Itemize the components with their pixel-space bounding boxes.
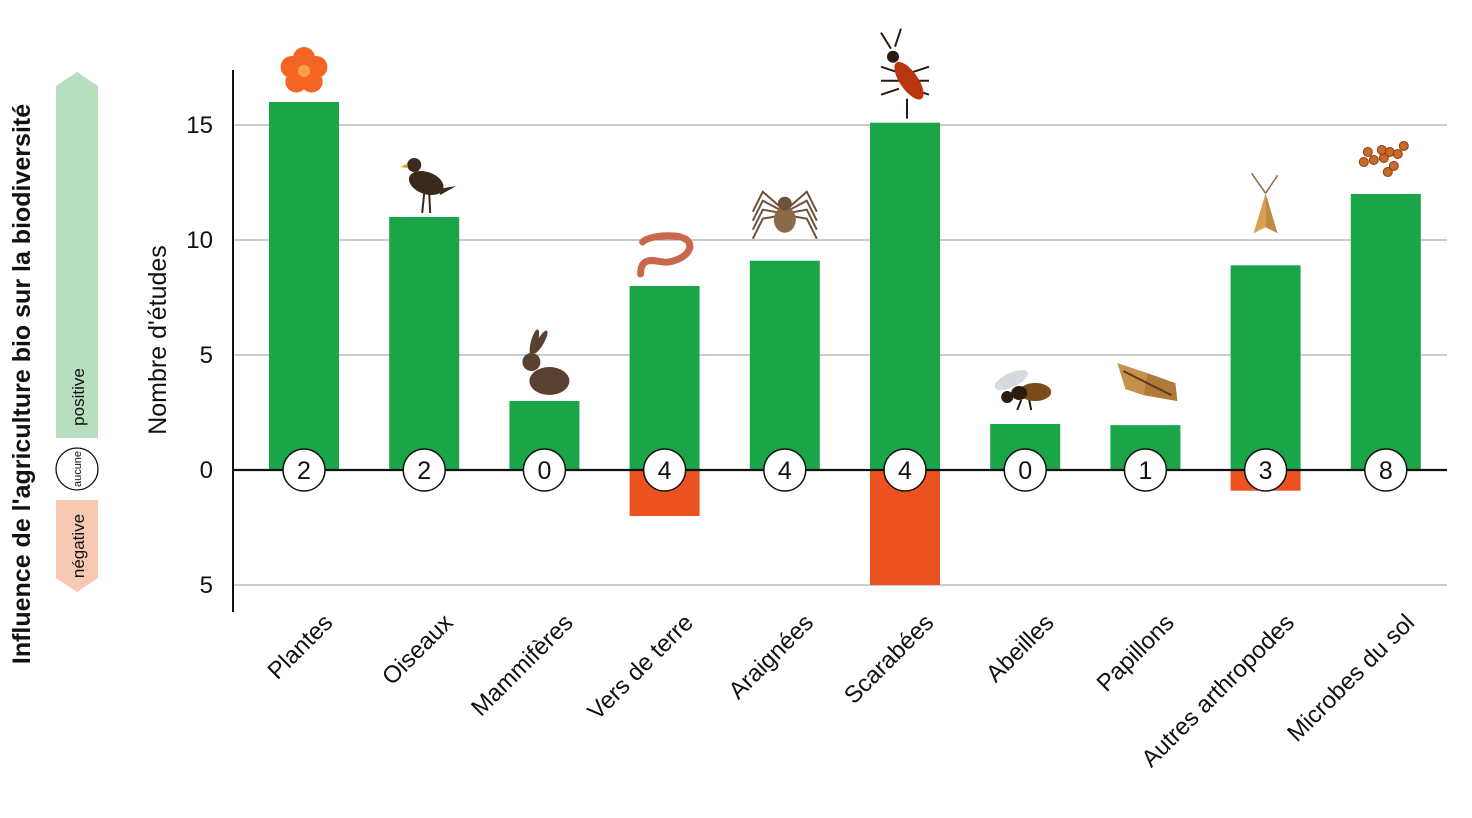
- aucune-badge-value: 0: [1018, 457, 1032, 485]
- aucune-badge-value: 4: [898, 457, 912, 485]
- x-tick-label: Vers de terre: [583, 609, 699, 725]
- bars: [269, 102, 1421, 585]
- bar-positive-5: [749, 260, 820, 470]
- bar-positive-2: [389, 217, 460, 470]
- bar-positive-6: [870, 122, 940, 470]
- y-tick-label: 10: [186, 227, 213, 254]
- category-icons: [280, 28, 1409, 411]
- y-tick-label: 15: [186, 112, 213, 139]
- flower-icon: [280, 47, 328, 93]
- aucune-badge-value: 4: [658, 457, 672, 485]
- aucune-badge-value: 3: [1259, 457, 1273, 485]
- y-tick-label: 0: [200, 457, 213, 484]
- bar-positive-1: [269, 102, 339, 470]
- influence-legend: positive aucune négative: [55, 72, 99, 592]
- aucune-badge-circle: [1243, 448, 1288, 492]
- none-legend-circle: [55, 447, 99, 491]
- x-tick-label: Oiseaux: [377, 609, 458, 690]
- x-tick-label: Papillons: [1092, 609, 1180, 697]
- x-tick-label: Microbes du sol: [1282, 609, 1420, 747]
- negative-legend-label: négative: [69, 514, 88, 578]
- bar-positive-9: [1230, 265, 1301, 470]
- hare-icon: [522, 329, 570, 395]
- aucune-badge-circle: [642, 448, 687, 492]
- aucune-badge-circle: [1123, 448, 1168, 492]
- x-tick-label: Abeilles: [981, 609, 1060, 688]
- x-tick-label: Scarabées: [839, 609, 939, 709]
- beetle-icon: [880, 28, 930, 119]
- spider-icon: [751, 190, 818, 240]
- aucune-badge-value: 2: [297, 457, 311, 485]
- aucune-badge-circle: [763, 448, 807, 492]
- aucune-badge-circle: [522, 448, 567, 492]
- aucune-badge-value: 8: [1379, 457, 1393, 485]
- negative-legend-band: [56, 500, 98, 592]
- aucune-badge-value: 4: [778, 457, 792, 485]
- aucune-badge-circle: [1364, 448, 1408, 492]
- positive-legend-label: positive: [69, 368, 88, 426]
- aucune-badge-circle: [1003, 448, 1047, 492]
- bar-positive-10: [1350, 194, 1421, 470]
- x-tick-label: Plantes: [263, 609, 339, 685]
- moth-icon: [1250, 172, 1279, 234]
- y-tick-labels: 15 10 5 0 5: [186, 112, 213, 599]
- x-tick-label: Araignées: [724, 609, 820, 705]
- butterfly-icon: [1117, 363, 1178, 402]
- aucune-badge-circle: [883, 448, 927, 492]
- aucune-badge-value: 1: [1138, 457, 1152, 485]
- bee-icon: [994, 370, 1052, 411]
- positive-legend-band: [56, 72, 98, 438]
- worm-icon: [637, 232, 694, 278]
- y-tick-label: 5: [200, 572, 213, 599]
- none-legend-label: aucune: [72, 451, 84, 487]
- y-axis-label: Nombre d'études: [144, 245, 172, 435]
- aucune-badge-circle: [282, 448, 326, 492]
- bar-positive-4: [629, 286, 700, 470]
- bird-icon: [400, 158, 457, 214]
- microbes-icon: [1358, 141, 1409, 177]
- aucune-badges: 2 2 0 4 4 4 0 1 3 8: [282, 448, 1408, 492]
- aucune-badge-circle: [402, 448, 446, 492]
- x-tick-label: Mammifères: [466, 609, 578, 721]
- aucune-badge-value: 2: [417, 457, 431, 485]
- x-tick-labels: Plantes Oiseaux Mammifères Vers de terre Ara…: [263, 609, 1421, 772]
- aucune-badge-value: 0: [537, 457, 551, 485]
- y-tick-label: 5: [200, 342, 213, 369]
